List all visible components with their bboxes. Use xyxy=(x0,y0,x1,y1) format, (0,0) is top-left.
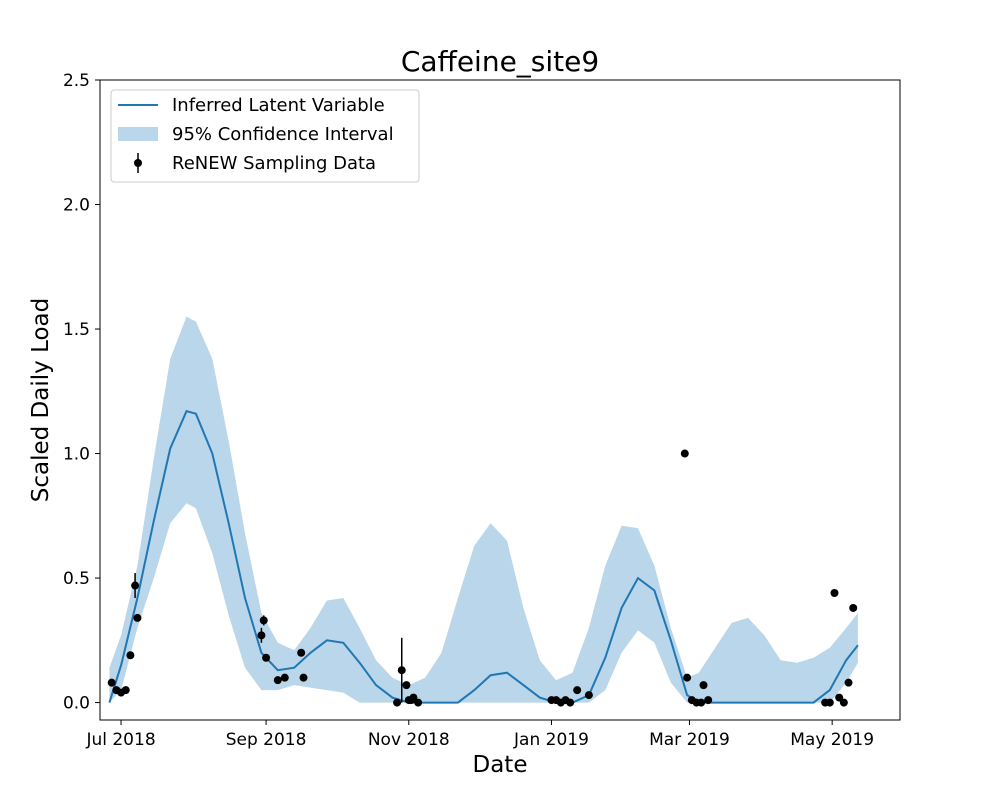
latent-variable-line xyxy=(108,410,859,704)
legend-box xyxy=(110,89,420,183)
data-point xyxy=(107,678,116,687)
data-point xyxy=(262,653,271,662)
legend-band-swatch xyxy=(118,127,158,141)
data-point xyxy=(683,673,692,682)
data-point xyxy=(680,449,689,458)
data-point xyxy=(121,686,130,695)
data-point xyxy=(409,693,418,702)
data-point xyxy=(273,676,282,685)
data-point xyxy=(414,698,423,707)
y-tick-label: 0.0 xyxy=(63,694,90,714)
data-point xyxy=(849,603,858,612)
data-point xyxy=(133,613,142,622)
data-point xyxy=(257,631,266,640)
data-point xyxy=(699,681,708,690)
data-point xyxy=(830,588,839,597)
axes-frame xyxy=(99,79,901,721)
x-tick-label: Mar 2019 xyxy=(649,730,730,750)
chart-title: Caffeine_site9 xyxy=(401,45,599,78)
data-point xyxy=(704,696,713,705)
data-point xyxy=(131,581,140,590)
data-point xyxy=(573,686,582,695)
data-point xyxy=(844,678,853,687)
data-point xyxy=(280,673,289,682)
data-point xyxy=(259,616,268,625)
data-point xyxy=(825,698,834,707)
legend-label-confidence: 95% Confidence Interval xyxy=(172,124,394,145)
y-axis-label: Scaled Daily Load xyxy=(28,298,54,502)
y-tick-label: 2.0 xyxy=(63,196,90,216)
plot-area xyxy=(107,316,859,707)
data-point xyxy=(393,698,402,707)
y-tick-label: 0.5 xyxy=(63,569,90,589)
x-axis-label: Date xyxy=(473,752,528,778)
x-tick-label: Jul 2018 xyxy=(85,730,155,750)
legend-point-swatch xyxy=(134,159,142,167)
data-point xyxy=(584,691,593,700)
x-tick-label: May 2019 xyxy=(790,730,874,750)
y-tick-label: 1.0 xyxy=(63,445,90,465)
legend: Inferred Latent Variable 95% Confidence … xyxy=(110,89,420,183)
x-tick-label: Nov 2018 xyxy=(368,730,450,750)
data-point xyxy=(835,693,844,702)
data-point xyxy=(839,698,848,707)
x-tick-label: Jan 2019 xyxy=(513,730,589,750)
legend-label-sampling: ReNEW Sampling Data xyxy=(172,153,376,174)
data-point xyxy=(402,681,411,690)
data-point xyxy=(299,673,308,682)
y-tick-label: 2.5 xyxy=(63,71,90,91)
confidence-band xyxy=(109,316,858,703)
data-point xyxy=(697,698,706,707)
data-point xyxy=(566,698,575,707)
data-point xyxy=(126,651,135,660)
ticks: Jul 2018 Sep 2018 Nov 2018 Jan 2019 Mar 2019… xyxy=(63,71,874,750)
data-point xyxy=(397,666,406,675)
data-point xyxy=(297,648,306,657)
x-tick-label: Sep 2018 xyxy=(226,730,307,750)
legend-label-latent: Inferred Latent Variable xyxy=(172,95,385,116)
y-tick-label: 1.5 xyxy=(63,320,90,340)
